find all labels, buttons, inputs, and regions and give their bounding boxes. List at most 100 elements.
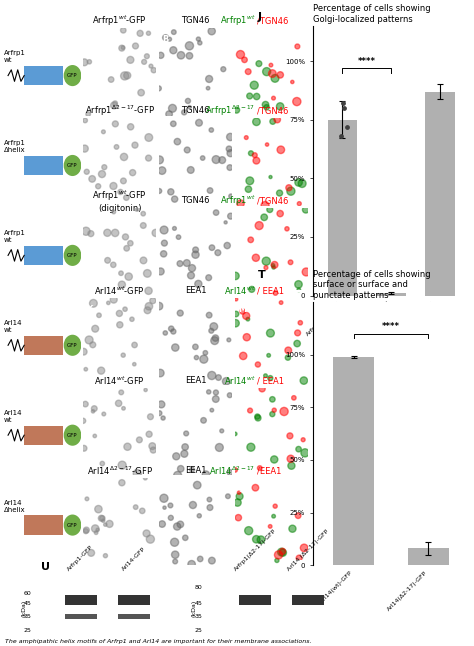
Point — [293, 96, 301, 107]
Point — [285, 183, 292, 193]
Point — [87, 548, 95, 558]
Text: A: A — [87, 36, 93, 45]
Point — [165, 109, 173, 120]
Point — [341, 103, 348, 113]
Point — [242, 311, 250, 321]
Point — [187, 165, 194, 175]
Point — [155, 83, 163, 94]
Point — [173, 136, 181, 147]
Point — [295, 444, 302, 454]
Point — [239, 306, 246, 317]
Point — [245, 525, 253, 536]
Point — [284, 345, 292, 355]
Point — [252, 483, 259, 493]
Text: Arfrp1$^{wt}$: Arfrp1$^{wt}$ — [219, 14, 255, 28]
Point — [222, 217, 229, 227]
Point — [188, 559, 195, 569]
Point — [280, 406, 288, 417]
Point — [119, 43, 127, 53]
Point — [293, 339, 301, 349]
Point — [171, 537, 178, 547]
Point — [121, 304, 129, 315]
Point — [196, 554, 204, 564]
Text: 80: 80 — [194, 585, 202, 590]
Ellipse shape — [64, 155, 82, 176]
Point — [269, 260, 277, 271]
Text: Arl14$^{Δ2-17}$-GFP: Arl14$^{Δ2-17}$-GFP — [87, 464, 153, 477]
Point — [167, 500, 174, 510]
Text: /EEA1: /EEA1 — [257, 466, 281, 475]
Text: The amphipathic helix motifs of Arfrp1 and Arl14 are important for their membran: The amphipathic helix motifs of Arfrp1 a… — [5, 639, 311, 643]
Point — [232, 294, 240, 304]
Point — [174, 470, 182, 481]
Point — [177, 50, 185, 61]
Point — [199, 153, 207, 163]
Text: GFP: GFP — [67, 433, 78, 438]
Point — [270, 511, 277, 521]
Point — [95, 504, 102, 514]
Point — [127, 238, 134, 249]
Point — [241, 55, 248, 65]
Ellipse shape — [64, 245, 82, 266]
Point — [262, 371, 269, 381]
Point — [251, 150, 258, 160]
Ellipse shape — [64, 65, 82, 86]
Point — [212, 394, 219, 404]
Text: T: T — [258, 271, 266, 280]
Point — [191, 249, 199, 260]
Point — [140, 57, 148, 67]
Point — [181, 107, 188, 118]
Text: I: I — [238, 215, 241, 224]
Point — [91, 324, 99, 334]
Point — [86, 57, 93, 67]
Point — [232, 318, 239, 328]
Point — [201, 348, 209, 358]
Point — [139, 220, 147, 231]
Bar — [118, 614, 150, 619]
Point — [301, 543, 308, 553]
Point — [252, 253, 260, 263]
Point — [263, 67, 271, 77]
Point — [214, 247, 222, 258]
Point — [246, 405, 254, 415]
Point — [120, 152, 128, 162]
Text: S: S — [238, 485, 244, 494]
Point — [278, 547, 285, 557]
Point — [106, 519, 113, 529]
Point — [276, 209, 284, 219]
Point — [139, 209, 147, 219]
Point — [271, 260, 278, 270]
Point — [227, 191, 235, 202]
Point — [295, 553, 303, 563]
Text: GFP: GFP — [67, 343, 78, 348]
Point — [275, 550, 283, 560]
Point — [150, 65, 157, 76]
Text: (kDa): (kDa) — [191, 600, 197, 618]
Point — [113, 141, 120, 152]
Point — [256, 463, 264, 474]
Text: 45: 45 — [194, 601, 202, 606]
Point — [236, 491, 244, 501]
Point — [129, 167, 137, 178]
Point — [260, 212, 268, 222]
Point — [262, 99, 269, 110]
Point — [287, 257, 294, 267]
Point — [146, 534, 154, 545]
Point — [205, 74, 213, 84]
Point — [253, 91, 260, 101]
Point — [157, 266, 164, 276]
Text: Arfrp1$^{wt}$-GFP
(digitonin): Arfrp1$^{wt}$-GFP (digitonin) — [92, 189, 147, 213]
Point — [200, 415, 207, 426]
Text: 25: 25 — [24, 628, 31, 633]
Point — [225, 335, 233, 345]
Point — [263, 140, 271, 150]
Point — [110, 100, 118, 110]
Point — [145, 301, 153, 311]
Text: P: P — [238, 395, 245, 404]
Text: ****: **** — [382, 322, 400, 331]
Point — [300, 435, 307, 445]
Point — [157, 399, 165, 410]
Text: (kDa): (kDa) — [21, 600, 26, 618]
Point — [235, 512, 242, 523]
Point — [248, 284, 255, 295]
